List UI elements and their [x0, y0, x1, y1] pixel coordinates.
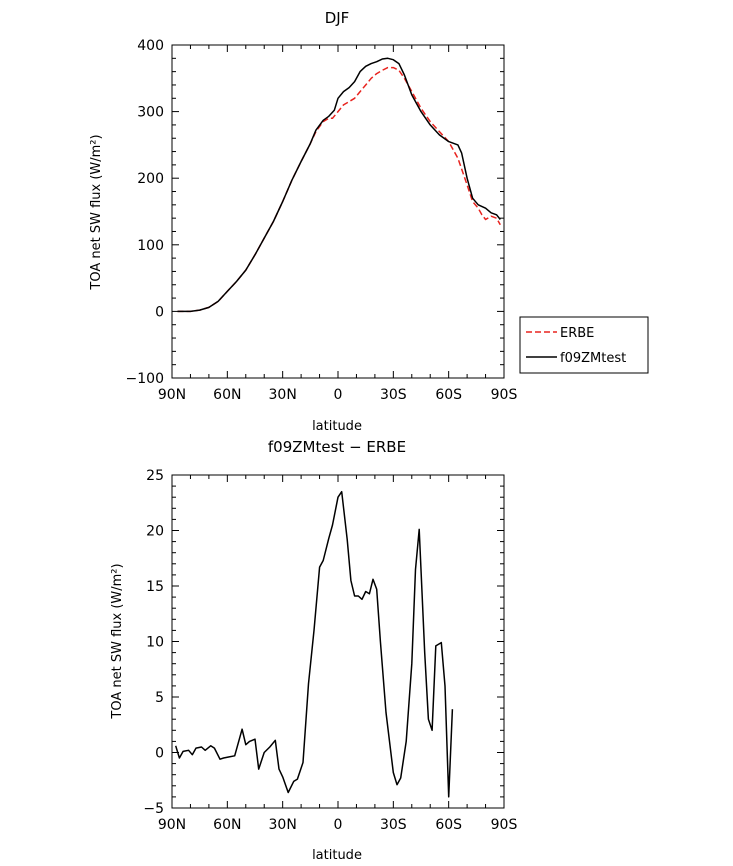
- panel2-xlabel: latitude: [312, 848, 362, 863]
- legend-box: [519, 316, 649, 374]
- panel1-ticks: [171, 44, 505, 379]
- y-tick-label: −5: [143, 801, 164, 817]
- y-tick-label: 200: [137, 171, 164, 187]
- y-tick-label: 0: [155, 746, 164, 762]
- x-tick-label: 0: [334, 387, 343, 403]
- x-tick-label: 60N: [213, 387, 241, 403]
- panel1-ylabel: TOA net SW flux (W/m²): [89, 134, 104, 290]
- panel1-tick-labels: 90N 60N 30N 0 30S 60S 90S 400 300 200 100 0 −100: [126, 38, 518, 403]
- panel2-tick-labels: 90N 60N 30N 0 30S 60S 90S 25 20 15 10 5 0 −5: [143, 468, 517, 833]
- panel1-xlabel: latitude: [312, 419, 362, 434]
- y-tick-label: 15: [146, 579, 164, 595]
- panel2-ticks: [171, 474, 505, 809]
- series-line-f09zmtest: [177, 57, 501, 313]
- x-tick-label: 30N: [269, 817, 297, 833]
- y-tick-label: 100: [137, 238, 164, 254]
- series-line-erbe: [177, 66, 501, 313]
- y-tick-label: 25: [146, 468, 164, 484]
- y-tick-label: −100: [126, 371, 164, 387]
- series-line-difference: [174, 490, 454, 798]
- panel1-frame: [171, 44, 505, 379]
- y-tick-label: 0: [155, 304, 164, 320]
- legend-f09zmtest-label: f09ZMtest: [560, 351, 626, 366]
- x-tick-label: 30N: [269, 387, 297, 403]
- y-tick-label: 300: [137, 105, 164, 121]
- x-tick-label: 30S: [380, 817, 407, 833]
- panel2-series: [174, 490, 454, 798]
- y-tick-label: 20: [146, 524, 164, 540]
- legend: ERBE f09ZMtest: [519, 316, 649, 374]
- y-tick-label: 400: [137, 38, 164, 54]
- y-tick-label: 10: [146, 635, 164, 651]
- y-tick-label: 5: [155, 690, 164, 706]
- panel2-frame: [171, 474, 505, 809]
- panel2-title: f09ZMtest − ERBE: [268, 438, 406, 456]
- panel1-series: [177, 57, 501, 313]
- x-tick-label: 60S: [435, 387, 462, 403]
- x-tick-label: 90N: [158, 387, 186, 403]
- panel2-ylabel: TOA net SW flux (W/m²): [110, 563, 125, 719]
- x-tick-label: 90S: [491, 387, 518, 403]
- panel-djf: DJF TOA net SW flux (W/m²) latitude 90N 6…: [89, 9, 649, 434]
- x-tick-label: 90S: [491, 817, 518, 833]
- x-tick-label: 30S: [380, 387, 407, 403]
- x-tick-label: 90N: [158, 817, 186, 833]
- panel-difference: f09ZMtest − ERBE TOA net SW flux (W/m²) …: [110, 438, 517, 863]
- legend-erbe-label: ERBE: [560, 326, 594, 341]
- x-tick-label: 60N: [213, 817, 241, 833]
- x-tick-label: 0: [334, 817, 343, 833]
- panel1-title: DJF: [325, 9, 350, 27]
- x-tick-label: 60S: [435, 817, 462, 833]
